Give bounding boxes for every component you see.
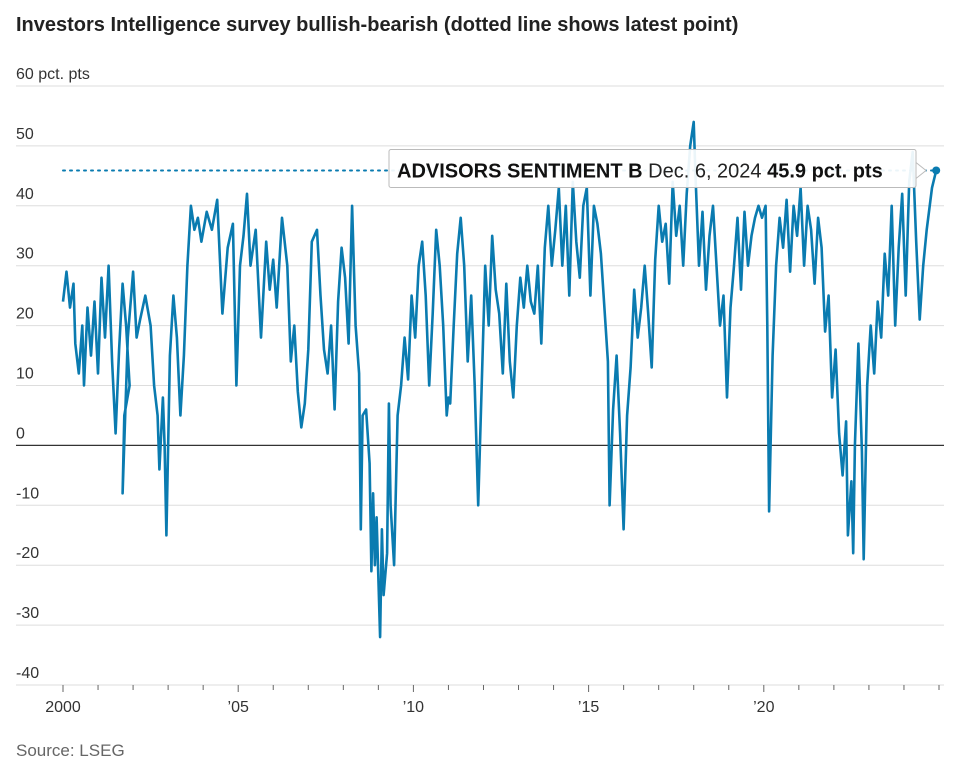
x-tick-label: 2000 — [45, 699, 81, 716]
y-tick-label: 10 — [16, 366, 34, 383]
x-axis: 2000 ’05 ’10 ’15 ’20 — [45, 685, 940, 716]
series-line[interactable] — [61, 120, 938, 639]
y-tick-label: 50 — [16, 126, 34, 143]
y-tick-label: -40 — [16, 665, 39, 682]
tooltip-series-name: ADVISORS SENTIMENT B — [397, 160, 648, 182]
source-note: Source: LSEG — [16, 741, 125, 760]
x-tick-label: ’15 — [578, 699, 599, 716]
tooltip-pointer — [915, 161, 927, 180]
tooltip-text: ADVISORS SENTIMENT B Dec. 6, 2024 45.9 p… — [397, 160, 883, 182]
y-tick-label: -30 — [16, 605, 39, 622]
y-tick-label: -10 — [16, 485, 39, 502]
y-tick-label: 60 pct. pts — [16, 66, 90, 83]
y-tick-label: -20 — [16, 545, 39, 562]
tooltip-date: Dec. 6, 2024 — [648, 160, 767, 182]
y-tick-label: 0 — [16, 425, 25, 442]
y-tick-label: 30 — [16, 246, 34, 263]
latest-point-marker[interactable] — [932, 166, 941, 175]
x-tick-label: ’10 — [403, 699, 424, 716]
tooltip-value: 45.9 pct. pts — [767, 160, 883, 182]
y-tick-label: 40 — [16, 186, 34, 203]
x-tick-label: ’20 — [753, 699, 774, 716]
data-tooltip: ADVISORS SENTIMENT B Dec. 6, 2024 45.9 p… — [388, 148, 927, 188]
x-tick-label: ’05 — [228, 699, 249, 716]
chart-title: Investors Intelligence survey bullish-be… — [16, 14, 739, 36]
y-tick-label: 20 — [16, 306, 34, 323]
y-axis: 60 pct. pts 50 40 30 20 10 0 -10 -20 -30 -40 — [16, 66, 90, 682]
series-group — [61, 120, 941, 639]
